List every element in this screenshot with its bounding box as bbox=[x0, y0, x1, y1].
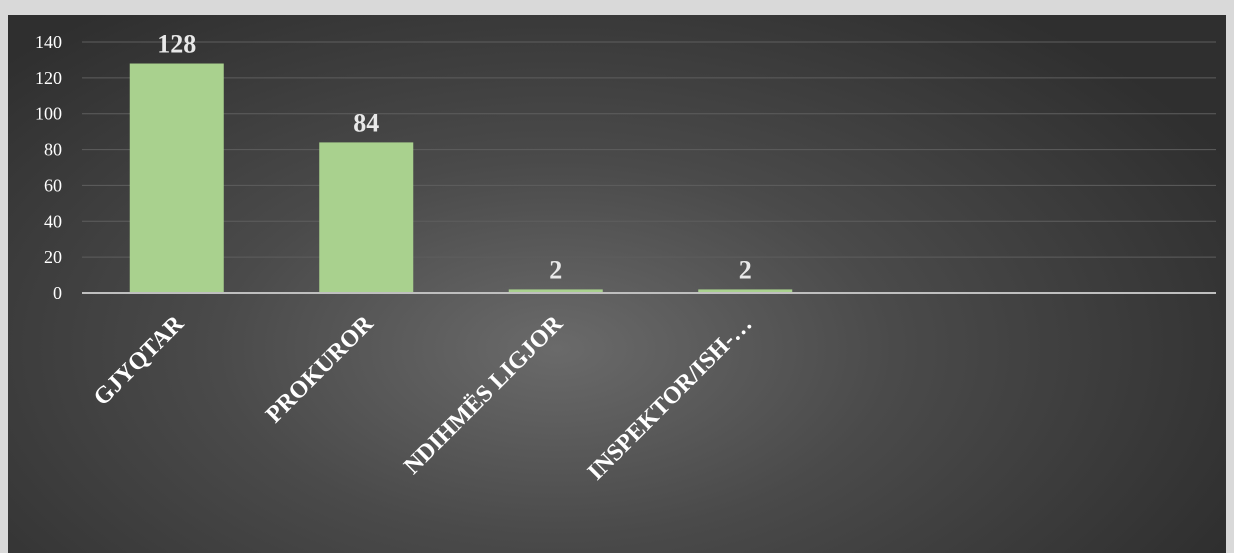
category-labels: GJYQTAR PROKUROR NDIHMËS LIGJOR INSPEKTOR/I… bbox=[89, 310, 758, 485]
y-tick-label: 140 bbox=[35, 32, 62, 52]
y-tick-label: 20 bbox=[44, 247, 62, 267]
bars bbox=[129, 63, 793, 294]
category-label: GJYQTAR bbox=[89, 310, 190, 411]
category-label: INSPEKTOR/ISH-… bbox=[583, 311, 758, 486]
y-tick-label: 60 bbox=[44, 175, 62, 195]
gridlines bbox=[82, 41, 1216, 258]
category-label: NDIHMËS LIGJOR bbox=[399, 310, 568, 479]
data-label: 128 bbox=[157, 30, 196, 59]
data-label: 84 bbox=[353, 108, 379, 137]
bar-chart: 0 20 40 60 80 100 120 140 128 84 2 2 GJYQTAR PROKUR… bbox=[35, 30, 1216, 485]
data-labels: 128 84 2 2 bbox=[157, 30, 752, 285]
bar-gjyqtar bbox=[129, 63, 224, 294]
y-tick-label: 40 bbox=[44, 211, 62, 231]
y-tick-label: 0 bbox=[53, 283, 62, 303]
y-tick-label: 80 bbox=[44, 140, 62, 160]
bar-prokuror bbox=[319, 142, 414, 293]
chart-area: 0 20 40 60 80 100 120 140 128 84 2 2 GJYQTAR PROKUR… bbox=[8, 15, 1226, 553]
data-label: 2 bbox=[739, 255, 752, 284]
y-tick-label: 100 bbox=[35, 104, 62, 124]
y-tick-label: 120 bbox=[35, 68, 62, 88]
y-axis-ticks: 0 20 40 60 80 100 120 140 bbox=[35, 32, 62, 303]
category-label: PROKUROR bbox=[261, 310, 379, 428]
data-label: 2 bbox=[549, 255, 562, 284]
bar-inspektor-ish bbox=[698, 289, 793, 293]
bar-ndihm-s-ligjor bbox=[508, 289, 603, 293]
